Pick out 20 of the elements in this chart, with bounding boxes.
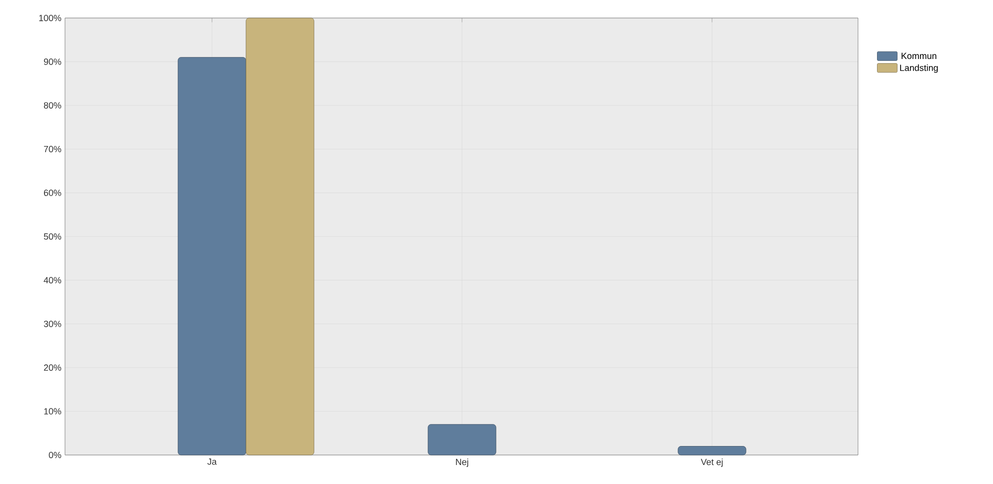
y-tick-label: 80% [44,102,62,109]
y-tick-label: 0% [48,452,62,458]
x-tick-label: Vet ej [700,458,723,467]
x-tick-label: Ja [207,458,217,465]
y-tick-label: 30% [44,320,62,328]
y-tick-label: 10% [44,408,62,414]
y-tick-label: 90% [44,58,62,65]
y-tick-label: 60% [44,190,62,196]
legend-label: Landsting [900,64,938,73]
bar [246,18,314,456]
bar [428,424,496,456]
bar [678,446,746,456]
y-tick-label: 100% [39,14,62,22]
legend-label: Kommun [902,52,936,60]
x-tick-label: Nej [456,458,468,467]
y-tick-label: 50% [44,233,62,240]
y-tick-label: 20% [44,364,62,371]
y-tick-label: 70% [44,146,62,152]
bar [178,57,246,456]
y-tick-label: 40% [44,277,62,284]
